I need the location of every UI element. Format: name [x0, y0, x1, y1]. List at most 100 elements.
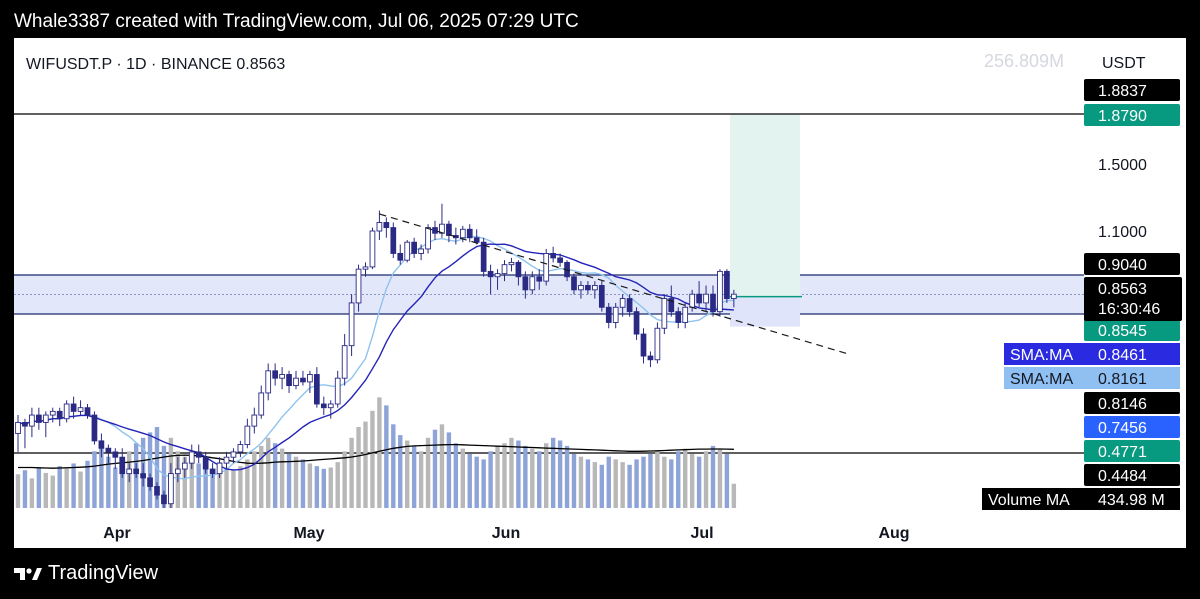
- volume-bar: [467, 454, 472, 508]
- volume-bar: [57, 466, 62, 508]
- price-axis-label: 0.4771: [1098, 444, 1147, 461]
- candle-body: [105, 447, 112, 453]
- volume-bar: [502, 443, 507, 508]
- price-chart[interactable]: Apr May Jun Jul Aug 1.8837 1.8790 1.5000 1.1000 0…: [14, 38, 1186, 548]
- indicator-value-bg: [1084, 367, 1180, 389]
- candle-body: [612, 306, 619, 323]
- price-label-bg: [1084, 416, 1180, 438]
- volume-bar: [328, 467, 333, 508]
- candle-body: [15, 421, 21, 434]
- chart-panel[interactable]: Apr May Jun Jul Aug 1.8837 1.8790 1.5000 1.1000 0…: [14, 38, 1186, 548]
- candle-body: [230, 451, 237, 458]
- volume-bar: [544, 443, 549, 508]
- candle-body: [466, 228, 473, 239]
- candle-body: [98, 440, 105, 449]
- candle-body: [126, 468, 133, 475]
- candle-body: [161, 494, 167, 505]
- volume-bar: [161, 445, 167, 508]
- volume-bar: [523, 445, 528, 508]
- candle-body: [140, 473, 146, 479]
- volume-bar: [120, 462, 125, 508]
- candle-body: [501, 264, 508, 275]
- price-axis-label: 0.7456: [1098, 420, 1147, 437]
- x-axis-label: Apr: [103, 525, 131, 542]
- volume-bar: [363, 421, 368, 508]
- volume-bar: [398, 435, 403, 508]
- volume-bar: [314, 466, 320, 508]
- volume-bar: [266, 437, 271, 508]
- volume-ma-line: [18, 443, 734, 469]
- symbol-legend: WIFUSDT.P · 1D · BINANCE 0.8563: [26, 56, 285, 73]
- volume-bar: [418, 451, 424, 508]
- volume-bar: [425, 437, 431, 508]
- candle-body: [390, 227, 397, 254]
- volume-bar: [495, 445, 500, 508]
- volume-bar: [530, 448, 535, 508]
- candle-body: [640, 333, 647, 357]
- currency-button[interactable]: USDT: [1102, 55, 1146, 72]
- last-price-label: 0.8563: [1098, 281, 1147, 298]
- volume-bar: [182, 456, 187, 508]
- indicator-value-bg: [1084, 343, 1180, 365]
- volume-bar: [377, 397, 382, 508]
- candle-body: [341, 345, 348, 379]
- candle-body: [327, 403, 334, 409]
- candle-body: [432, 227, 438, 234]
- volume-bar: [731, 483, 737, 508]
- candle-body: [459, 228, 466, 239]
- volume-bar: [50, 475, 55, 508]
- sma-slow-line: [17, 243, 734, 471]
- candle-body: [258, 392, 265, 416]
- candle-body: [411, 241, 418, 254]
- candle-body: [682, 306, 689, 323]
- price-label-bg: [1084, 319, 1180, 341]
- volume-bar: [210, 468, 215, 508]
- sma-fast-line: [17, 235, 734, 480]
- candle-body: [598, 285, 605, 308]
- candle-body: [209, 468, 216, 475]
- volume-bar: [460, 448, 465, 508]
- currency-button-bg[interactable]: [1084, 46, 1180, 76]
- volume-bar: [85, 460, 90, 508]
- candle-body: [119, 456, 126, 475]
- indicator-name-bg: [1004, 367, 1084, 389]
- volume-bar: [356, 427, 361, 508]
- tradingview-logo-icon: [14, 566, 42, 582]
- candle-body: [626, 298, 633, 313]
- candle-body: [383, 222, 390, 229]
- candle-body: [286, 374, 292, 387]
- candle-body: [133, 468, 140, 475]
- volume-bar: [384, 405, 389, 508]
- candle-body: [188, 451, 195, 464]
- volume-bar: [43, 472, 48, 508]
- volume-bar: [238, 466, 243, 508]
- candle-body: [668, 298, 675, 313]
- volume-bar: [689, 454, 695, 508]
- candle-body: [334, 377, 341, 405]
- candle-body: [168, 473, 174, 505]
- price-axis-label: 1.8837: [1098, 83, 1147, 100]
- candle-body: [42, 414, 49, 423]
- candle-body: [272, 370, 279, 379]
- candle-body: [362, 266, 369, 270]
- volume-bar: [106, 456, 111, 508]
- candle-body: [56, 410, 63, 420]
- volume-bar: [203, 466, 208, 508]
- volume-bar: [606, 456, 611, 508]
- price-axis-label: 0.8545: [1098, 323, 1147, 340]
- candle-body: [731, 293, 737, 300]
- candle-body: [633, 311, 640, 335]
- price-label-bg: [1084, 104, 1180, 126]
- candle-body: [522, 276, 529, 291]
- volume-bar: [113, 467, 118, 508]
- candle-body: [473, 237, 480, 243]
- candle-body: [279, 374, 285, 379]
- candle-body: [293, 377, 299, 387]
- price-axis-label: 0.9040: [1098, 257, 1147, 274]
- candle-body: [404, 241, 411, 261]
- candle-body: [536, 276, 543, 282]
- candle-body: [661, 298, 668, 329]
- volume-bar: [92, 451, 97, 508]
- candle-body: [689, 293, 696, 308]
- candle-body: [265, 370, 272, 394]
